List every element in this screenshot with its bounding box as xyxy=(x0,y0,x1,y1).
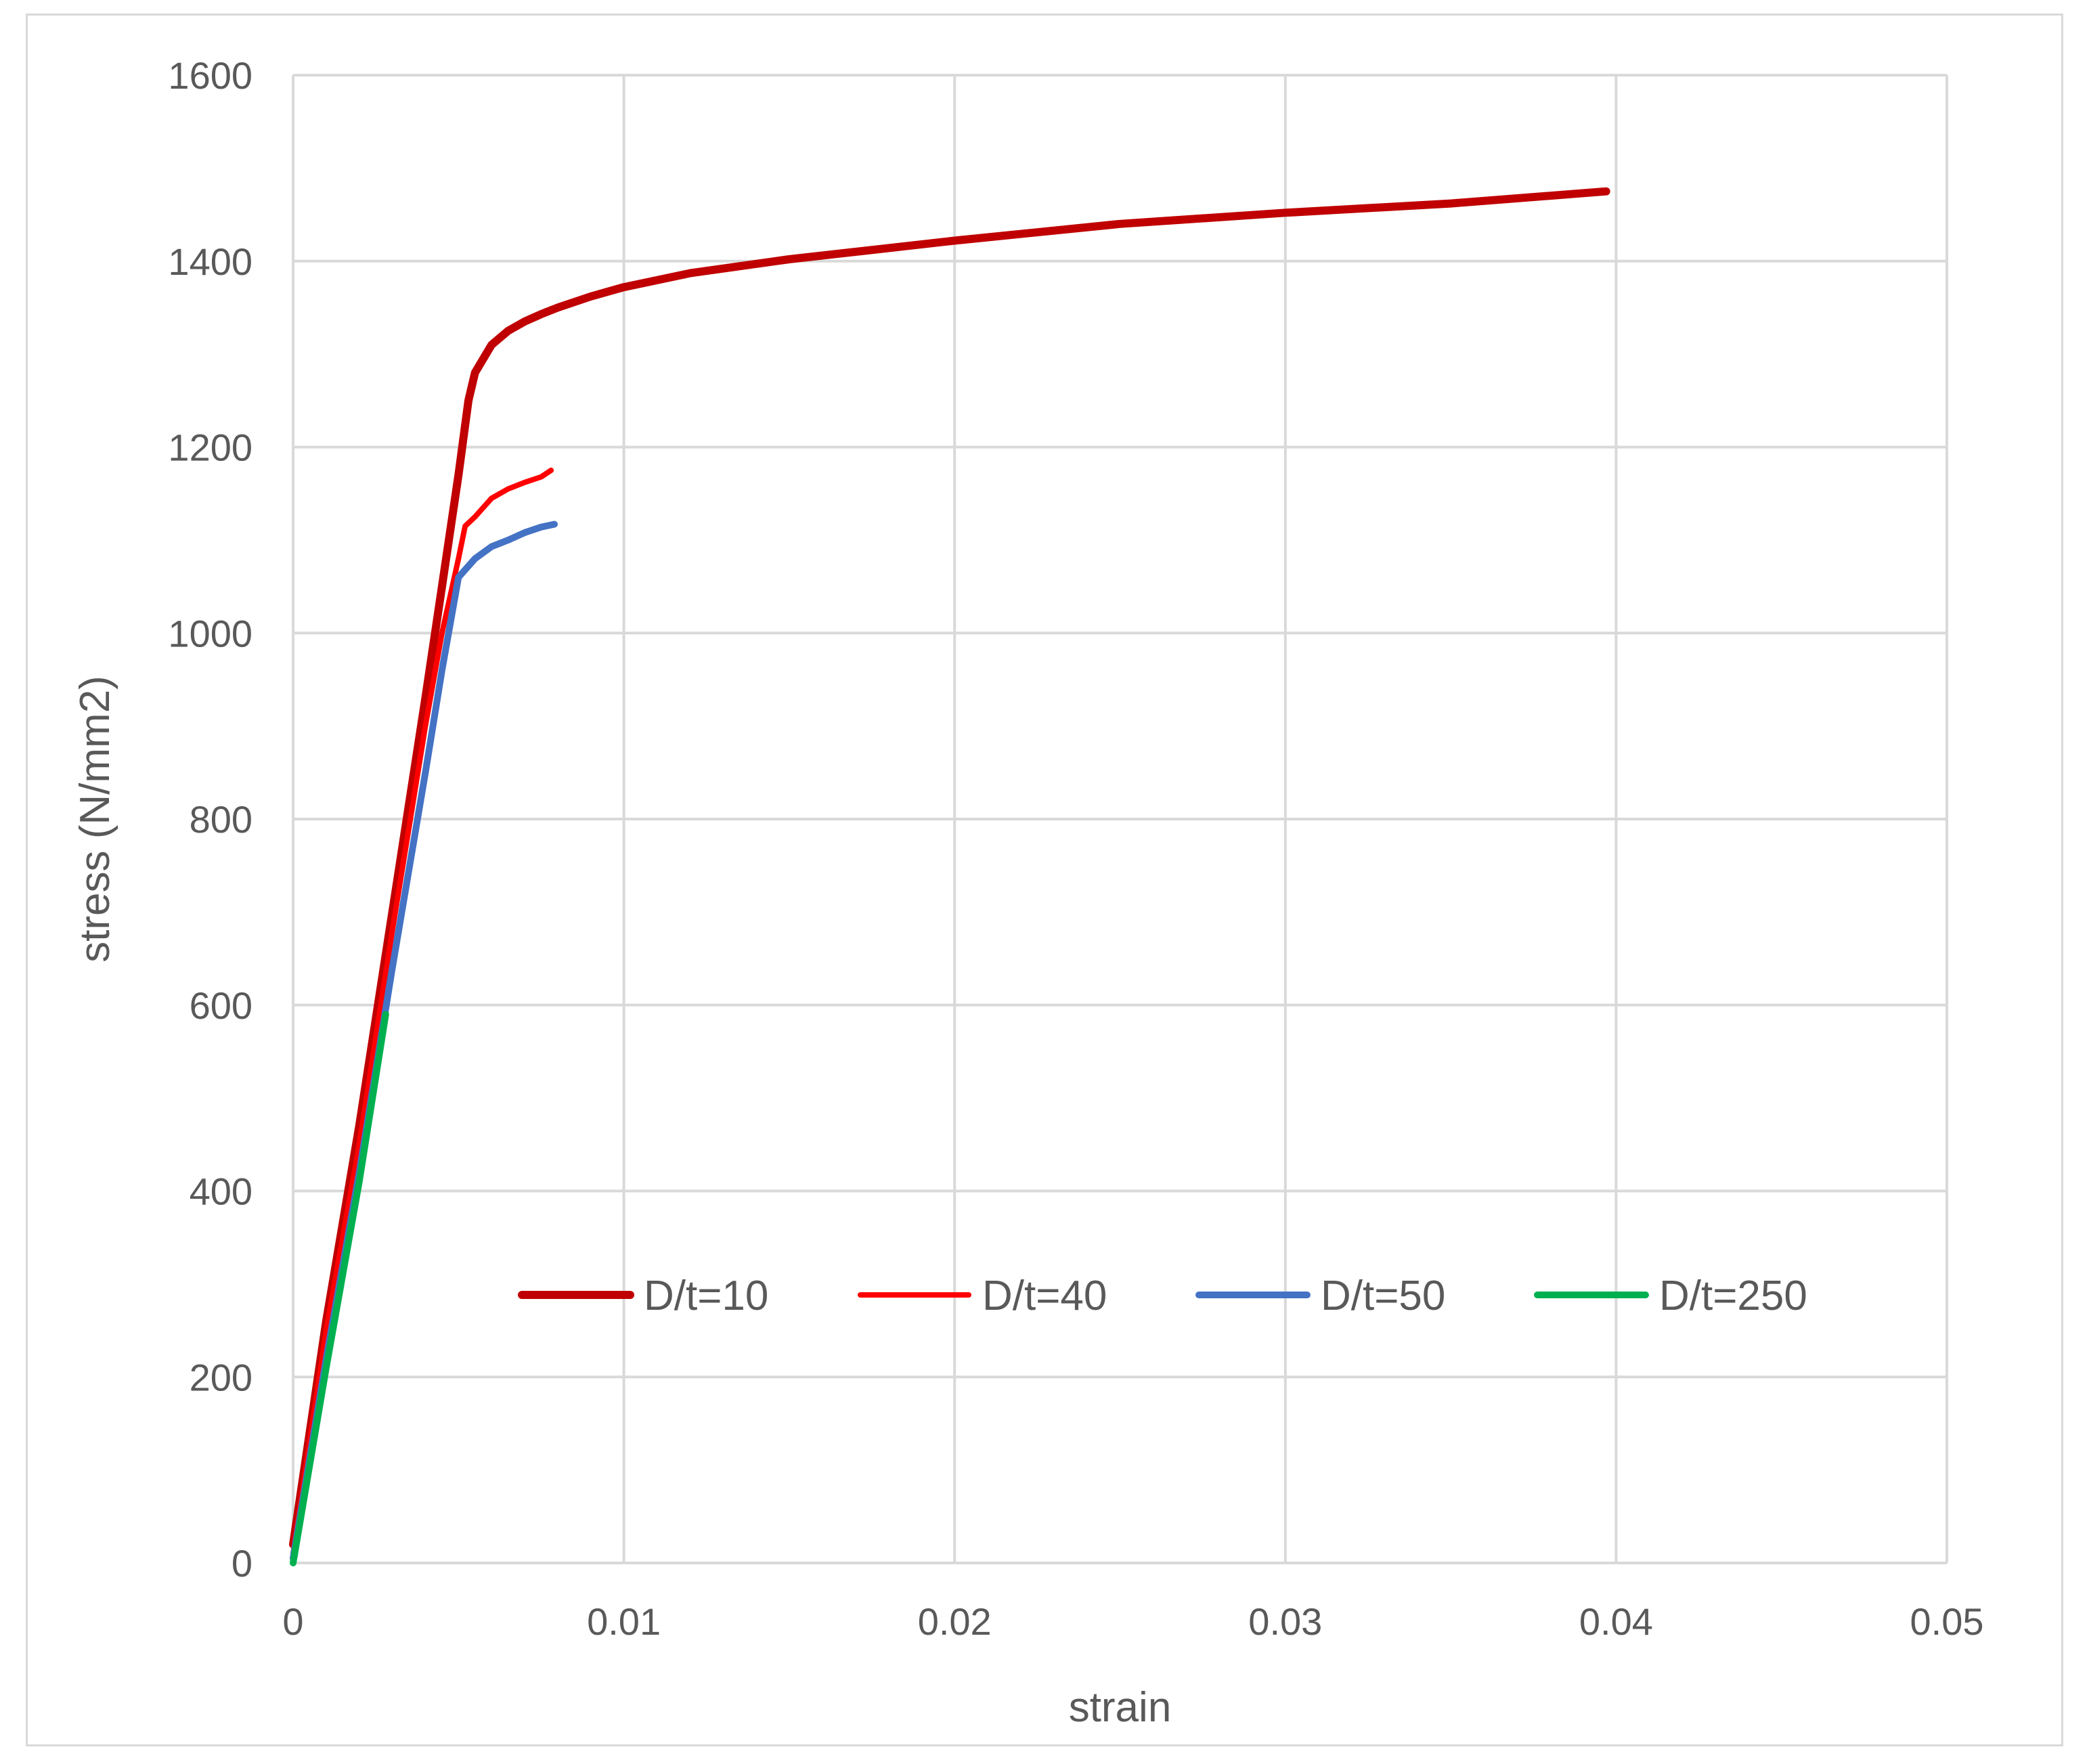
y-tick-label: 0 xyxy=(232,1542,252,1585)
y-axis-title: stress (N/mm2) xyxy=(72,676,118,963)
y-tick-label: 1200 xyxy=(168,426,252,469)
series-line xyxy=(289,187,1610,1549)
chart-frame: 0 200 400 600 800 1000 1200 1400 1600 0 0.01 0.02 0… xyxy=(26,14,2063,1746)
x-axis-title: strain xyxy=(1069,1684,1172,1731)
y-tick-label: 1400 xyxy=(168,240,252,283)
series-lines xyxy=(289,187,1610,1566)
legend-label: D/t=40 xyxy=(982,1273,1107,1319)
legend-entry: D/t=50 xyxy=(1195,1273,1445,1319)
y-tick-label: 200 xyxy=(190,1356,252,1398)
grid xyxy=(292,74,1948,1564)
y-axis-ticks: 0 200 400 600 800 1000 1200 1400 1600 xyxy=(168,54,252,1585)
y-tick-label: 800 xyxy=(190,798,252,841)
x-tick-label: 0 xyxy=(282,1600,303,1643)
legend-entry: D/t=10 xyxy=(518,1273,768,1319)
x-tick-label: 0.04 xyxy=(1579,1600,1653,1643)
legend-label: D/t=10 xyxy=(644,1273,768,1319)
legend: D/t=10 D/t=40 D/t=50 D/t=250 xyxy=(518,1273,1807,1319)
x-tick-label: 0.05 xyxy=(1910,1600,1984,1643)
series-line xyxy=(290,521,558,1562)
y-tick-label: 400 xyxy=(190,1170,252,1213)
x-tick-label: 0.03 xyxy=(1248,1600,1322,1643)
series-line xyxy=(290,1011,389,1566)
legend-entry: D/t=250 xyxy=(1534,1273,1807,1319)
y-tick-label: 1600 xyxy=(168,54,252,97)
series-line xyxy=(290,467,554,1557)
x-tick-label: 0.02 xyxy=(918,1600,992,1643)
x-axis-ticks: 0 0.01 0.02 0.03 0.04 0.05 xyxy=(282,1600,1983,1643)
legend-label: D/t=50 xyxy=(1321,1273,1445,1319)
y-tick-label: 600 xyxy=(190,984,252,1027)
x-tick-label: 0.01 xyxy=(587,1600,661,1643)
y-tick-label: 1000 xyxy=(168,612,252,655)
legend-entry: D/t=40 xyxy=(858,1273,1107,1319)
legend-label: D/t=250 xyxy=(1659,1273,1807,1319)
